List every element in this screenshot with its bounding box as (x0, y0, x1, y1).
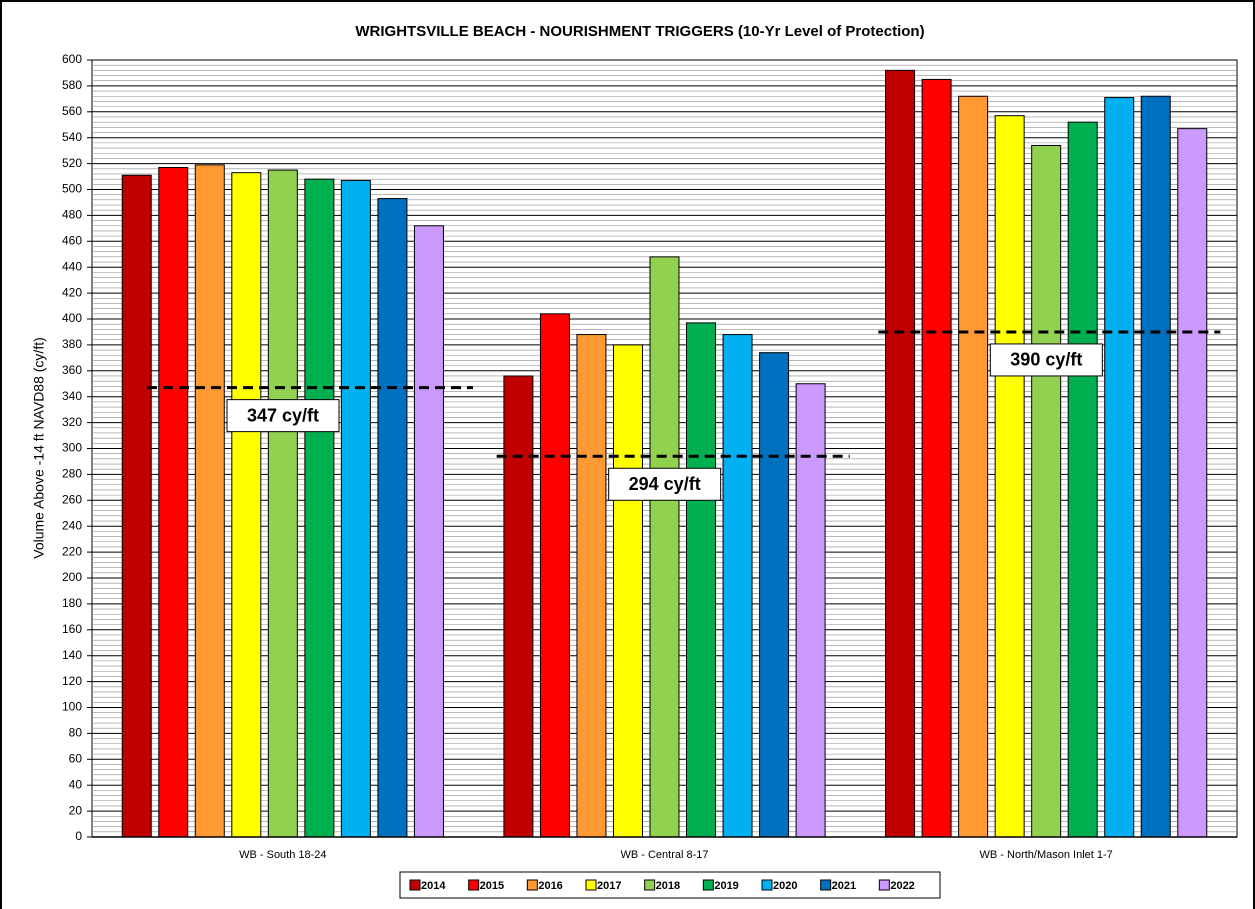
bar (158, 166, 189, 838)
y-tick-label: 380 (62, 337, 82, 351)
y-tick-label: 600 (62, 52, 82, 66)
bar (958, 95, 989, 838)
threshold-label-box (989, 343, 1103, 377)
threshold-label: 347 cy/ft (247, 405, 319, 425)
y-tick-label: 180 (62, 596, 82, 610)
legend-label: 2021 (832, 880, 856, 892)
bar (722, 334, 753, 838)
threshold-label: 294 cy/ft (629, 474, 701, 494)
legend-label: 2017 (597, 880, 621, 892)
y-tick-label: 500 (62, 182, 82, 196)
y-tick-label: 60 (69, 751, 83, 765)
y-tick-label: 80 (69, 726, 83, 740)
y-tick-label: 300 (62, 441, 82, 455)
y-tick-label: 520 (62, 156, 82, 170)
bar (649, 256, 680, 838)
bar (921, 78, 952, 838)
legend-label: 2018 (656, 880, 680, 892)
legend-label: 2015 (480, 880, 504, 892)
y-tick-label: 100 (62, 700, 82, 714)
y-tick-label: 420 (62, 285, 82, 299)
threshold-label-box (226, 399, 340, 433)
legend-swatch (409, 879, 421, 891)
y-tick-label: 580 (62, 78, 82, 92)
legend-swatch (526, 879, 538, 891)
legend-swatch (644, 879, 656, 891)
legend-label: 2019 (714, 880, 738, 892)
bar (377, 198, 408, 838)
bar (795, 383, 826, 838)
bar (885, 69, 916, 838)
legend-swatch (878, 879, 890, 891)
y-tick-label: 0 (75, 829, 82, 843)
x-tick-label: WB - North/Mason Inlet 1-7 (980, 849, 1113, 861)
bar (1104, 97, 1135, 838)
y-tick-label: 400 (62, 311, 82, 325)
y-tick-label: 240 (62, 518, 82, 532)
legend-box (399, 871, 941, 899)
legend-label: 2020 (773, 880, 797, 892)
y-tick-label: 560 (62, 104, 82, 118)
bar (194, 164, 225, 838)
y-tick-label: 320 (62, 415, 82, 429)
legend-label: 2022 (890, 880, 914, 892)
bar (612, 344, 643, 838)
bar (576, 334, 607, 838)
bar (1140, 95, 1171, 838)
y-tick-label: 260 (62, 492, 82, 506)
y-tick-label: 280 (62, 467, 82, 481)
y-tick-label: 120 (62, 674, 82, 688)
bar (231, 172, 262, 838)
y-tick-label: 20 (69, 803, 83, 817)
bar (1067, 121, 1098, 838)
bar (759, 352, 790, 838)
legend-swatch (820, 879, 832, 891)
legend-swatch (585, 879, 597, 891)
y-tick-label: 160 (62, 622, 82, 636)
bar (121, 174, 152, 838)
bar (1031, 144, 1062, 838)
y-tick-label: 460 (62, 233, 82, 247)
x-tick-label: WB - South 18-24 (239, 849, 326, 861)
bar (503, 375, 534, 838)
bar (686, 322, 717, 838)
bar (340, 179, 371, 838)
legend-label: 2014 (421, 880, 446, 892)
legend-swatch (468, 879, 480, 891)
bar (304, 178, 335, 838)
y-tick-label: 340 (62, 389, 82, 403)
legend-swatch (702, 879, 714, 891)
y-tick-label: 360 (62, 363, 82, 377)
legend-label: 2016 (538, 880, 562, 892)
bar (413, 225, 444, 838)
y-tick-label: 200 (62, 570, 82, 584)
y-tick-label: 40 (69, 777, 83, 791)
y-tick-label: 440 (62, 259, 82, 273)
threshold-label: 390 cy/ft (1010, 350, 1082, 370)
bar (994, 115, 1025, 838)
bar (1177, 128, 1208, 838)
threshold-label-box (608, 467, 722, 501)
y-tick-label: 140 (62, 648, 82, 662)
legend-swatch (761, 879, 773, 891)
bar (267, 169, 298, 838)
y-tick-label: 480 (62, 208, 82, 222)
x-tick-label: WB - Central 8-17 (620, 849, 708, 861)
y-tick-label: 220 (62, 544, 82, 558)
y-axis-label: Volume Above -14 ft NAVD88 (cy/ft) (31, 337, 47, 559)
chart-title: WRIGHTSVILLE BEACH - NOURISHMENT TRIGGER… (355, 23, 924, 40)
bar (539, 313, 570, 838)
y-tick-label: 540 (62, 130, 82, 144)
